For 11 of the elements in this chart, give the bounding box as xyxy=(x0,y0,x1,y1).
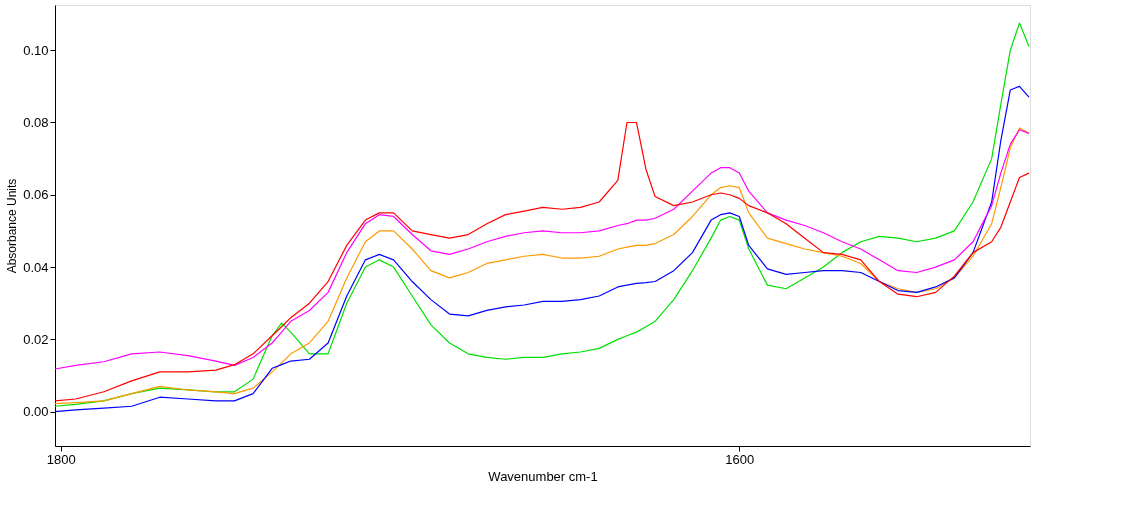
y-tick-label: 0.08 xyxy=(23,114,49,130)
y-tick-label: 0.02 xyxy=(23,331,49,347)
x-tick-label: 1800 xyxy=(46,451,76,467)
y-tick-label: 0.10 xyxy=(23,42,49,58)
y-tick-label: 0.00 xyxy=(23,404,49,420)
line-series xyxy=(55,22,1030,407)
x-axis-title: Wavenumber cm-1 xyxy=(488,468,598,484)
y-tick-label: 0.06 xyxy=(23,187,49,203)
y-tick-label: 0.04 xyxy=(23,259,49,275)
y-axis-title: Absorbance Units xyxy=(5,178,20,274)
x-tick-label: 1600 xyxy=(725,451,755,467)
